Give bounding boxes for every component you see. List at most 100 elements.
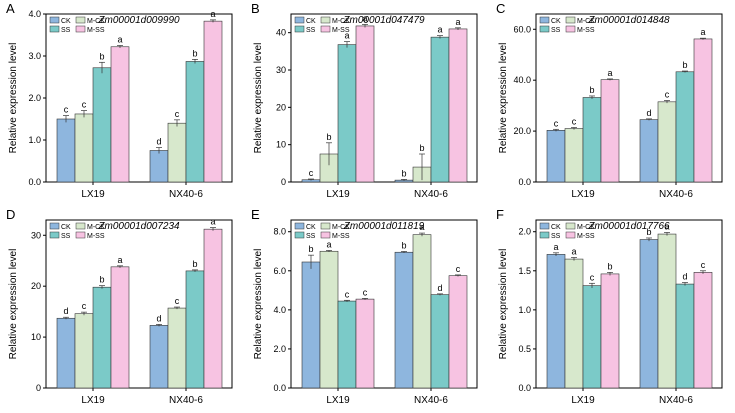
y-tick-label: 1.0 (518, 305, 531, 315)
bar (167, 122, 187, 183)
panel-letter: A (6, 1, 15, 16)
y-axis-title: Relative expression level (498, 249, 509, 360)
bar (355, 25, 375, 183)
significance-letter: a (437, 25, 442, 35)
legend-swatch (320, 16, 331, 24)
legend-swatch (565, 16, 576, 24)
significance-letter: c (175, 109, 180, 119)
legend-label: SS (61, 233, 71, 240)
significance-letter: a (362, 13, 367, 23)
bar (110, 266, 130, 389)
bar (693, 272, 713, 389)
y-tick-label: 60.0 (513, 24, 531, 34)
legend-swatch (49, 222, 60, 230)
legend-label: CK (551, 224, 561, 231)
plot-frame (290, 219, 478, 389)
y-tick-label: 0.0 (518, 383, 531, 393)
significance-letter: b (419, 143, 424, 153)
panel-d: D Zm00001d007234 0 10 20 30 Relative expressio… (6, 207, 233, 406)
legend-label: M-SS (332, 27, 350, 34)
bar (149, 150, 169, 183)
bar (412, 234, 432, 389)
significance-letter: a (664, 222, 669, 232)
y-axis-title: Relative expression level (498, 43, 509, 154)
legend-swatch (539, 25, 550, 33)
x-tick-label: NX40-6 (659, 189, 693, 200)
bar (355, 298, 375, 389)
x-tick-label: NX40-6 (659, 395, 693, 406)
significance-letter: a (344, 31, 349, 41)
y-tick-label: 0.5 (518, 344, 531, 354)
x-tick-label: NX40-6 (169, 395, 203, 406)
bar (582, 97, 602, 183)
legend-label: SS (306, 27, 316, 34)
y-tick-label: 0.0 (273, 383, 286, 393)
legend-swatch (565, 231, 576, 239)
significance-letter: d (682, 272, 687, 282)
bar (56, 118, 76, 183)
panel-title: Zm00001d009990 (97, 15, 180, 26)
legend-label: M-SS (577, 233, 595, 240)
legend-label: M-CK (87, 224, 105, 231)
legend-label: CK (306, 224, 316, 231)
legend-swatch (565, 222, 576, 230)
x-tick-label: LX19 (81, 395, 105, 406)
bar (657, 233, 677, 389)
bar (430, 294, 450, 389)
legend-label: CK (61, 18, 71, 25)
legend-swatch (294, 25, 305, 33)
bar (92, 286, 112, 389)
plot-frame (535, 13, 723, 183)
significance-letter: c (665, 90, 670, 100)
legend-label: SS (61, 27, 71, 34)
bar (582, 285, 602, 389)
y-tick-label: 2.0 (273, 344, 286, 354)
y-tick-label: 3.0 (28, 51, 41, 61)
bar (448, 275, 468, 389)
panel-title: Zm00001d011819 (343, 221, 425, 232)
x-tick-label: NX40-6 (169, 189, 203, 200)
legend-label: M-SS (87, 233, 105, 240)
significance-letter: c (82, 100, 87, 110)
significance-letter: b (682, 60, 687, 70)
significance-letter: b (326, 132, 331, 142)
significance-letter: c (456, 264, 461, 274)
bar (337, 44, 357, 183)
panel-letter: C (496, 1, 505, 16)
legend-label: M-CK (577, 224, 595, 231)
legend-label: SS (306, 233, 316, 240)
significance-letter: b (308, 244, 313, 254)
significance-letter: a (210, 217, 215, 227)
legend-label: SS (551, 27, 561, 34)
x-tick-label: NX40-6 (414, 395, 448, 406)
x-tick-label: LX19 (571, 395, 595, 406)
y-tick-label: 0 (36, 383, 41, 393)
significance-letter: c (572, 117, 577, 127)
legend-label: SS (551, 233, 561, 240)
y-tick-label: 6.0 (273, 266, 286, 276)
significance-letter: b (99, 51, 104, 61)
significance-letter: c (345, 289, 350, 299)
significance-letter: b (99, 275, 104, 285)
plot-frame (45, 219, 233, 389)
significance-letter: c (309, 168, 314, 178)
bar (675, 71, 695, 183)
y-tick-label: 30 (276, 65, 286, 75)
bar (337, 300, 357, 389)
y-tick-label: 40 (276, 28, 286, 38)
legend-swatch (75, 231, 86, 239)
significance-letter: d (63, 306, 68, 316)
y-tick-label: 1.0 (28, 135, 41, 145)
legend-swatch (49, 25, 60, 33)
y-tick-label: 20 (31, 281, 41, 291)
legend-swatch (75, 25, 86, 33)
y-axis-title: Relative expression level (8, 249, 19, 360)
bar (564, 258, 584, 389)
bar (564, 128, 584, 183)
y-tick-label: 2.0 (518, 227, 531, 237)
significance-letter: c (363, 287, 368, 297)
panel-letter: F (496, 207, 504, 222)
legend-label: CK (61, 224, 71, 231)
y-tick-label: 0.0 (28, 177, 41, 187)
significance-letter: b (192, 48, 197, 58)
